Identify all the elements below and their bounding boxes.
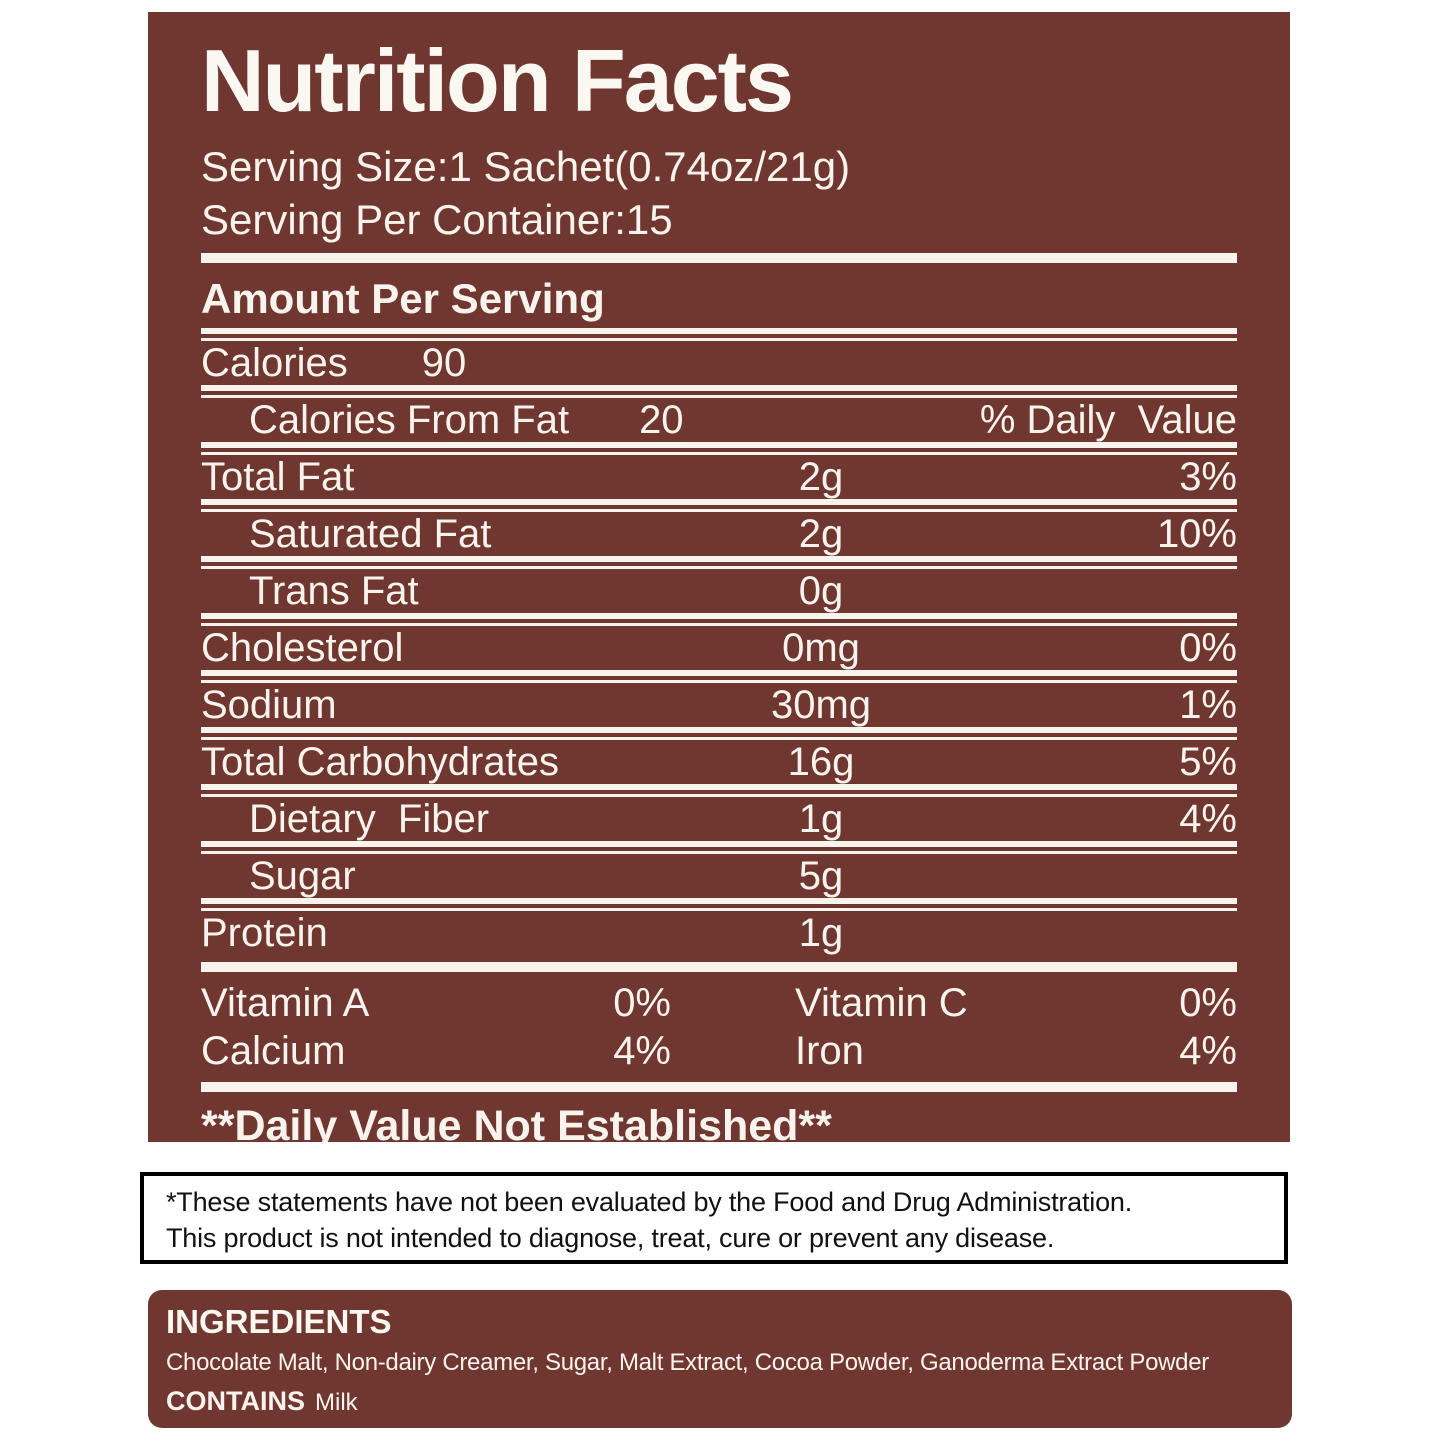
nutrient-row-trans-fat: Trans Fat 0g: [201, 569, 1237, 613]
nutrient-daily-value: 3%: [1179, 455, 1237, 499]
nutrient-amount: 16g: [787, 740, 855, 784]
divider-double: [201, 556, 1237, 569]
nutrient-label: Total Carbohydrates: [201, 740, 559, 784]
daily-value-footnote: **Daily Value Not Established**: [201, 1102, 832, 1142]
calories-label: Calories: [201, 340, 348, 385]
divider-thick: [201, 962, 1237, 972]
nutrient-daily-value: 1%: [1179, 683, 1237, 727]
iron-label: Iron: [795, 1028, 864, 1073]
serving-size-line: Serving Size:1 Sachet(0.74oz/21g): [201, 143, 851, 190]
nutrient-amount: 0g: [798, 569, 844, 613]
nutrient-amount: 30mg: [770, 683, 872, 727]
nutrient-row-sodium: Sodium 30mg 1%: [201, 683, 1237, 727]
calories-from-fat-label: Calories From Fat: [249, 397, 570, 442]
contains-label: CONTAINS: [166, 1386, 305, 1416]
amount-per-serving-heading: Amount Per Serving: [201, 275, 605, 322]
nutrient-daily-value: 10%: [1156, 512, 1237, 556]
calcium-pct: 4%: [613, 1028, 671, 1073]
nutrient-row-cholesterol: Cholesterol 0mg 0%: [201, 626, 1237, 670]
calories-value: 90: [421, 340, 467, 385]
nutrient-label: Saturated Fat: [249, 512, 492, 556]
nutrition-facts-title: Nutrition Facts: [201, 31, 794, 130]
contains-line: CONTAINS Milk: [166, 1386, 1274, 1417]
divider-double: [201, 442, 1237, 455]
calories-from-fat-row: Calories From Fat 20 % Daily Value: [201, 398, 1237, 442]
divider-double: [201, 841, 1237, 854]
nutrient-label: Protein: [201, 911, 328, 955]
nutrient-daily-value: 4%: [1179, 797, 1237, 841]
vitamin-a-label: Vitamin A: [201, 980, 370, 1025]
divider-thick: [201, 253, 1237, 263]
nutrient-row-total-carbohydrates: Total Carbohydrates 16g 5%: [201, 740, 1237, 784]
contains-value: Milk: [315, 1389, 358, 1416]
vitamins-row-1: Vitamin A 0% Vitamin C 0%: [201, 979, 1237, 1027]
nutrient-amount: 2g: [798, 512, 844, 556]
ingredients-panel: INGREDIENTS Chocolate Malt, Non-dairy Cr…: [148, 1290, 1292, 1428]
nutrient-label: Sugar: [249, 854, 356, 898]
vitamin-c-pct: 0%: [1179, 980, 1237, 1025]
divider-double: [201, 898, 1237, 911]
nutrient-row-protein: Protein 1g: [201, 911, 1237, 955]
disclaimer-line-1: *These statements have not been evaluate…: [166, 1187, 1133, 1217]
divider-double: [201, 727, 1237, 740]
nutrient-amount: 0mg: [782, 626, 860, 670]
disclaimer-line-2: This product is not intended to diagnose…: [166, 1223, 1055, 1253]
nutrient-daily-value: 5%: [1179, 740, 1237, 784]
nutrient-amount: 5g: [798, 854, 844, 898]
nutrient-amount: 1g: [798, 911, 844, 955]
vitamins-row-2: Calcium 4% Iron 4%: [201, 1027, 1237, 1075]
divider-thick: [201, 1082, 1237, 1092]
nutrient-row-saturated-fat: Saturated Fat 2g 10%: [201, 512, 1237, 556]
daily-value-header: % Daily Value: [979, 397, 1237, 442]
divider-double: [201, 328, 1237, 341]
nutrient-daily-value: 0%: [1179, 626, 1237, 670]
divider-double: [201, 499, 1237, 512]
calories-row: Calories 90: [201, 341, 1237, 385]
nutrition-facts-panel: Nutrition Facts Serving Size:1 Sachet(0.…: [148, 12, 1290, 1142]
nutrient-row-sugar: Sugar 5g: [201, 854, 1237, 898]
vitamin-a-pct: 0%: [613, 980, 671, 1025]
nutrient-label: Total Fat: [201, 455, 355, 499]
fda-disclaimer-box: *These statements have not been evaluate…: [140, 1172, 1288, 1264]
nutrient-row-total-fat: Total Fat 2g 3%: [201, 455, 1237, 499]
calories-from-fat-value: 20: [639, 397, 684, 442]
nutrient-amount: 2g: [798, 455, 844, 499]
divider-double: [201, 385, 1237, 398]
ingredients-list: Chocolate Malt, Non-dairy Creamer, Sugar…: [166, 1349, 1209, 1376]
vitamin-c-label: Vitamin C: [795, 980, 968, 1025]
divider-double: [201, 613, 1237, 626]
ingredients-heading: INGREDIENTS: [166, 1303, 392, 1340]
iron-pct: 4%: [1179, 1028, 1237, 1073]
nutrient-row-dietary-fiber: Dietary Fiber 1g 4%: [201, 797, 1237, 841]
nutrient-label: Trans Fat: [249, 569, 419, 613]
divider-double: [201, 670, 1237, 683]
nutrient-amount: 1g: [798, 797, 844, 841]
nutrient-label: Dietary Fiber: [249, 797, 490, 841]
nutrient-label: Cholesterol: [201, 626, 404, 670]
calcium-label: Calcium: [201, 1028, 346, 1073]
divider-double: [201, 784, 1237, 797]
nutrient-label: Sodium: [201, 683, 337, 727]
serving-per-container-line: Serving Per Container:15: [201, 196, 673, 243]
